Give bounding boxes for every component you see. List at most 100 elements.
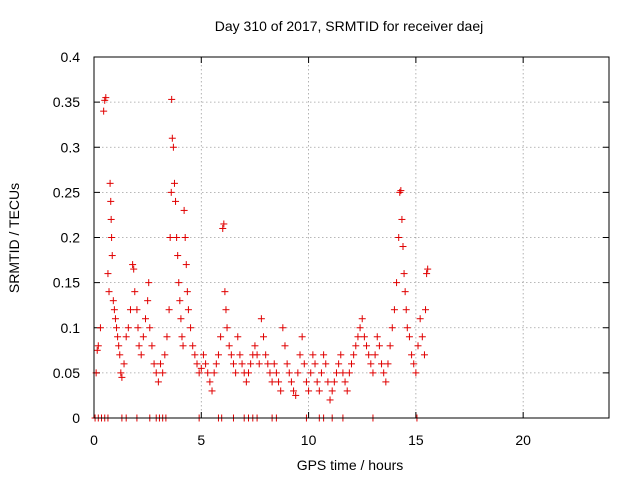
data-point (181, 234, 189, 241)
data-point (206, 378, 214, 386)
data-point (397, 187, 405, 195)
data-point (350, 351, 358, 359)
data-point (174, 252, 182, 260)
data-point (313, 378, 321, 386)
data-point (221, 288, 229, 296)
data-point (330, 378, 338, 386)
data-point (180, 206, 188, 214)
data-point (129, 261, 137, 269)
data-point (189, 342, 197, 350)
data-point (199, 351, 207, 359)
data-point (287, 378, 295, 386)
data-point (222, 306, 230, 314)
data-point (345, 369, 353, 377)
data-point (292, 391, 300, 399)
data-point (339, 369, 347, 377)
data-point (390, 306, 398, 314)
data-point (107, 197, 115, 205)
data-point (266, 369, 274, 377)
data-point (405, 333, 413, 341)
data-point (424, 265, 432, 273)
data-point (124, 324, 132, 332)
data-point (177, 315, 185, 323)
data-point (234, 333, 242, 341)
x-tick-label: 15 (408, 432, 424, 448)
data-point (137, 351, 145, 359)
data-point (161, 351, 169, 359)
data-point (275, 378, 283, 386)
data-point (412, 369, 420, 377)
data-point (414, 342, 422, 350)
x-tick-labels: 0 5 10 15 20 (90, 432, 531, 448)
data-point (262, 351, 270, 359)
data-point (131, 288, 139, 296)
data-point (229, 360, 237, 368)
data-point (176, 297, 184, 305)
data-point (106, 179, 114, 187)
data-point (183, 288, 191, 296)
data-point (208, 387, 216, 395)
y-tick-label: 0 (72, 410, 80, 426)
data-point (283, 360, 291, 368)
data-point (311, 360, 319, 368)
data-point (220, 220, 228, 228)
data-point (358, 315, 366, 323)
data-point (172, 197, 180, 205)
data-point (133, 306, 141, 314)
data-point (302, 378, 310, 386)
x-tick-label: 20 (515, 432, 531, 448)
data-point (322, 360, 330, 368)
data-point (214, 351, 222, 359)
data-point (110, 306, 118, 314)
data-points (91, 94, 432, 422)
data-point (114, 333, 122, 341)
data-point (356, 324, 364, 332)
data-point (107, 215, 115, 223)
data-point (260, 333, 268, 341)
data-point (168, 134, 176, 142)
data-point (157, 360, 165, 368)
x-tick-label: 5 (197, 432, 205, 448)
data-point (416, 315, 424, 323)
data-point (219, 224, 227, 232)
data-point (139, 333, 147, 341)
x-tick-label: 10 (301, 432, 317, 448)
data-point (393, 279, 401, 287)
data-point (167, 188, 175, 196)
data-point (210, 369, 218, 377)
data-point (401, 288, 409, 296)
data-point (371, 351, 379, 359)
data-point (423, 270, 431, 278)
data-point (93, 346, 101, 354)
data-point (408, 351, 416, 359)
data-point (324, 378, 332, 386)
data-point (253, 351, 261, 359)
data-point (166, 234, 174, 241)
data-point (193, 360, 201, 368)
data-point (270, 360, 278, 368)
data-point (159, 369, 167, 377)
data-point (247, 360, 255, 368)
data-point (272, 369, 280, 377)
data-point (277, 387, 285, 395)
data-point (400, 270, 408, 278)
y-tick-label: 0.15 (53, 275, 80, 291)
data-point (328, 387, 336, 395)
data-point (354, 333, 362, 341)
data-point (169, 143, 177, 151)
data-point (187, 324, 195, 332)
data-point (264, 360, 272, 368)
data-point (352, 342, 360, 350)
data-point (191, 351, 199, 359)
data-point (268, 378, 276, 386)
data-point (195, 369, 203, 377)
data-point (369, 369, 377, 377)
data-point (251, 342, 259, 350)
data-point (170, 179, 178, 187)
data-point (294, 369, 302, 377)
data-point (175, 279, 183, 287)
data-point (102, 94, 110, 102)
data-point (285, 369, 293, 377)
y-tick-label: 0.35 (53, 94, 80, 110)
data-point (335, 360, 343, 368)
